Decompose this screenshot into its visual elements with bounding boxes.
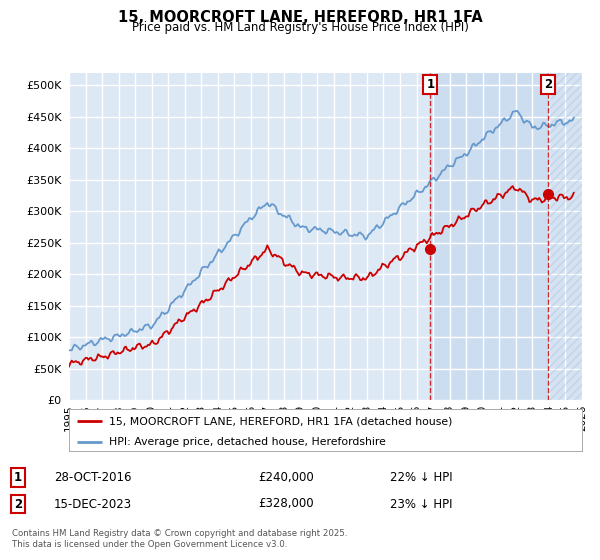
Text: Price paid vs. HM Land Registry's House Price Index (HPI): Price paid vs. HM Land Registry's House … [131, 21, 469, 34]
Text: 2: 2 [544, 78, 553, 91]
Text: £240,000: £240,000 [258, 470, 314, 484]
Text: 1: 1 [426, 78, 434, 91]
Bar [548, 73, 582, 400]
Text: 23% ↓ HPI: 23% ↓ HPI [390, 497, 452, 511]
Text: 2: 2 [14, 497, 22, 511]
Text: 15, MOORCROFT LANE, HEREFORD, HR1 1FA (detached house): 15, MOORCROFT LANE, HEREFORD, HR1 1FA (d… [109, 417, 452, 426]
Text: 15-DEC-2023: 15-DEC-2023 [54, 497, 132, 511]
Text: £328,000: £328,000 [258, 497, 314, 511]
Text: 28-OCT-2016: 28-OCT-2016 [54, 470, 131, 484]
Text: 1: 1 [14, 470, 22, 484]
Text: HPI: Average price, detached house, Herefordshire: HPI: Average price, detached house, Here… [109, 437, 386, 446]
Text: 15, MOORCROFT LANE, HEREFORD, HR1 1FA: 15, MOORCROFT LANE, HEREFORD, HR1 1FA [118, 10, 482, 25]
Bar [548, 73, 582, 400]
Text: Contains HM Land Registry data © Crown copyright and database right 2025.
This d: Contains HM Land Registry data © Crown c… [12, 529, 347, 549]
Bar [430, 73, 548, 400]
Text: 22% ↓ HPI: 22% ↓ HPI [390, 470, 452, 484]
